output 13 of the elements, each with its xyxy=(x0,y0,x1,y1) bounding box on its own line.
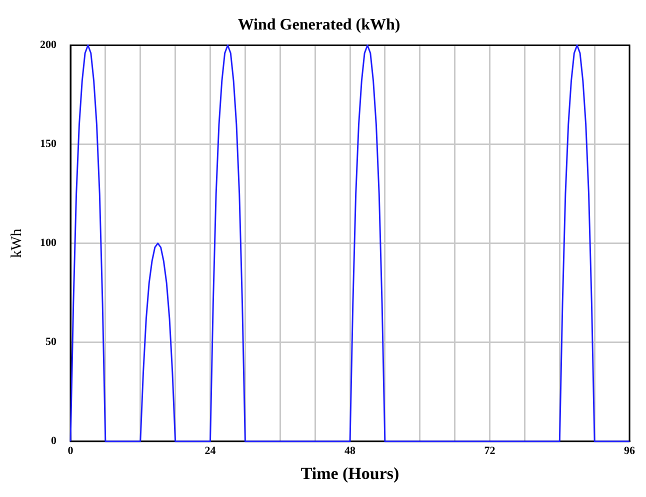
chart-title: Wind Generated (kWh) xyxy=(238,16,400,34)
y-tick-label: 150 xyxy=(40,138,57,150)
x-tick-label: 72 xyxy=(484,444,496,457)
x-tick-label: 96 xyxy=(624,444,636,457)
x-tick-label: 0 xyxy=(68,444,74,457)
x-tick-label: 48 xyxy=(344,444,356,457)
y-tick-label: 0 xyxy=(51,435,57,448)
y-tick-label: 100 xyxy=(40,237,57,250)
x-tick-label: 24 xyxy=(204,444,216,457)
y-axis-title: kWh xyxy=(8,228,25,258)
y-tick-label: 50 xyxy=(46,336,57,348)
x-axis-title: Time (Hours) xyxy=(300,464,400,484)
y-tick-label: 200 xyxy=(40,39,57,52)
